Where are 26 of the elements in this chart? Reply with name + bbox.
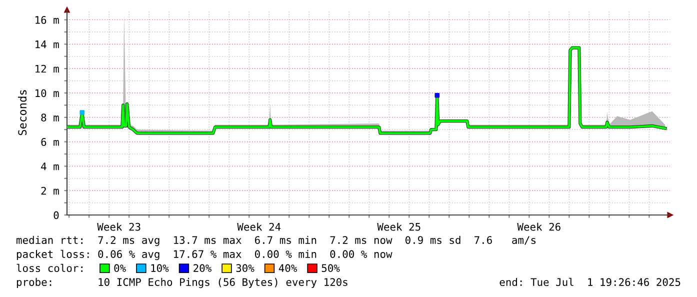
y-tick-label: 14 m <box>36 40 59 48</box>
y-tick-label: 10 m <box>36 89 59 98</box>
y-tick-label: 2 m <box>41 186 59 195</box>
text: probe: 10 ICMP Echo Pings (56 Bytes) every 120s <box>16 278 348 288</box>
legend-label: 40% <box>278 264 298 272</box>
x-tick-label: Week 25 <box>377 222 420 231</box>
y-tick-label: 16 m <box>36 16 59 24</box>
line-series <box>67 46 667 135</box>
x-tick-label: Week 23 <box>97 222 140 231</box>
legend-title: loss color: <box>16 264 82 272</box>
y-tick-label: 8 m <box>41 114 59 122</box>
legend-label: 50% <box>322 264 340 272</box>
legend-label: 10% <box>151 264 169 272</box>
y-tick-label: 4 m <box>41 162 59 170</box>
legend-label: 20% <box>194 264 212 272</box>
y-tick-label: 0 <box>54 211 59 220</box>
text: end: Tue Jul 1 19:26:46 2025 <box>500 278 680 286</box>
y-axis-title: Seconds <box>18 90 27 136</box>
text: packet loss: 0.06 % avg 17.67 % max 0.00 % min 0.00 % now <box>16 250 392 260</box>
x-tick-label: Week 26 <box>517 222 560 231</box>
y-tick-label: 12 m <box>36 64 59 73</box>
text: median rtt: 7.2 ms avg 13.7 ms max 6.7 ms min 7.2 ms now 0.9 ms sd 7.6 am/s <box>16 236 536 246</box>
x-tick-label: Week 24 <box>237 222 281 231</box>
legend-label: 30% <box>236 264 254 272</box>
legend-label: 0% <box>114 264 126 272</box>
y-tick-label: 6 m <box>41 138 59 146</box>
